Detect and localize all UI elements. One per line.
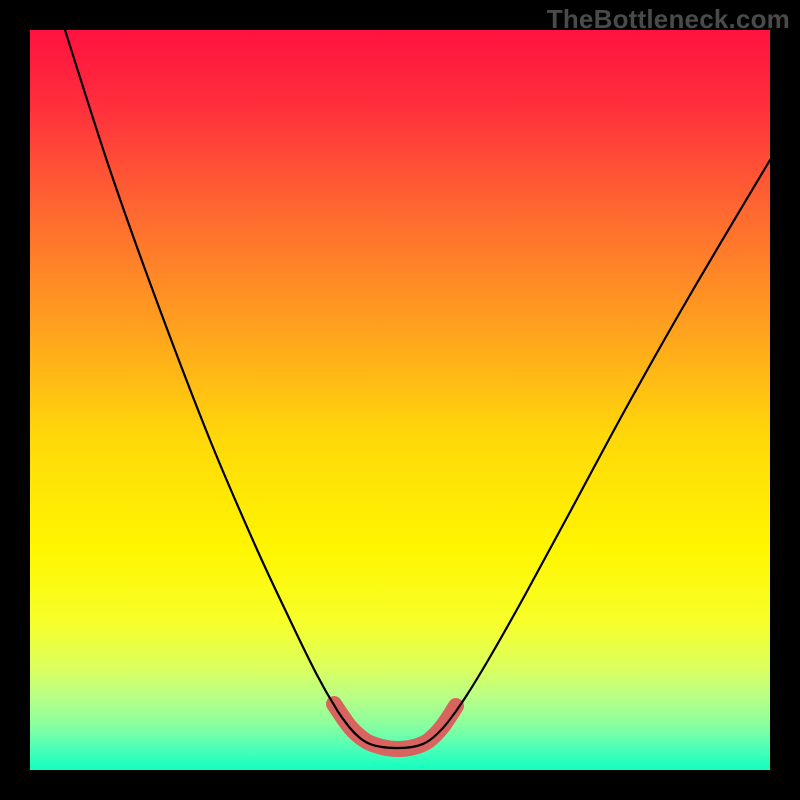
highlight-curve [334, 704, 456, 749]
v-curve [65, 30, 770, 748]
stage: TheBottleneck.com [0, 0, 800, 800]
chart-svg [0, 0, 800, 800]
watermark-text: TheBottleneck.com [547, 4, 790, 35]
